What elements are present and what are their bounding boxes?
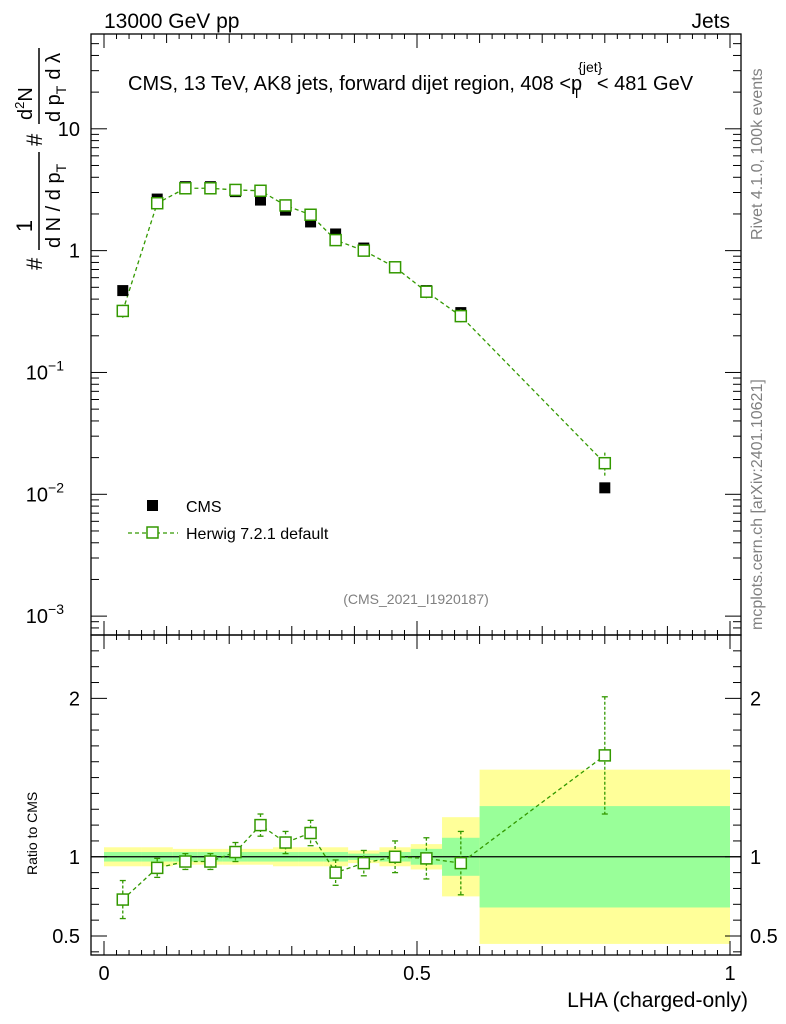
main-ytick-label-2: 10−1: [26, 357, 64, 384]
ratio-point-6: [279, 836, 292, 849]
ratio-point-4: [229, 845, 242, 859]
ylabel-den: d N / d p: [43, 172, 65, 248]
mc-point-6: [279, 199, 292, 212]
legend: CMS Herwig 7.2.1 default: [128, 499, 329, 543]
ylabel-num: d: [15, 109, 37, 120]
svg-text:d pTd λ: d pTd λ: [43, 53, 69, 122]
ratio-point-2: [179, 855, 192, 868]
x-axis-label: LHA (charged-only): [567, 989, 748, 1012]
legend-herwig-marker: [146, 526, 159, 539]
mc-point-10: [388, 261, 402, 274]
ylabel-one: 1: [12, 220, 37, 232]
svg-text:1: 1: [12, 220, 37, 232]
ratio-ytick-label-left-1: 1: [69, 847, 80, 869]
cms-point-7: [305, 216, 317, 228]
mc-point-7: [304, 208, 317, 222]
mc-point-3: [204, 182, 217, 195]
legend-cms-label: CMS: [186, 499, 222, 516]
cms-point-5: [255, 194, 266, 206]
ratio-point-0: [116, 893, 130, 906]
x-tick-label-2: 1: [724, 963, 735, 985]
ylabel-t: T: [53, 163, 69, 172]
axes: 0 0.5 1 10−3 10−2 10−1 1 10 0.5 0.5 1 1 2 2: [26, 33, 778, 985]
ratio-point-13: [598, 749, 612, 762]
ylabel-den2: d p: [43, 94, 65, 122]
ylabel-t2: T: [53, 85, 69, 94]
mc-point-5: [254, 184, 267, 198]
header-left: 13000 GeV pp: [104, 10, 239, 33]
main-ytick-label-1: 10−2: [26, 479, 64, 506]
rivet-label: Rivet 4.1.0, 100k events: [749, 68, 766, 240]
main-ytick-label-4: 10: [58, 119, 80, 141]
ratio-point-8: [329, 866, 342, 879]
mc-line: [122, 187, 606, 464]
legend-herwig-label: Herwig 7.2.1 default: [186, 526, 329, 543]
mc-point-0: [116, 304, 130, 318]
chart-title: CMS, 13 TeV, AK8 jets, forward dijet reg…: [128, 59, 694, 101]
cms-point-0: [117, 285, 129, 297]
ratio-point-5: [254, 818, 267, 832]
ratio-ytick-label-left-2: 2: [69, 688, 80, 710]
mc-point-11: [420, 285, 433, 298]
ylabel-hash2: #: [22, 133, 47, 146]
ratio-point-10: [388, 850, 402, 864]
mc-point-9: [357, 244, 371, 257]
ratio-ytick-label-left-0: 0.5: [52, 926, 80, 948]
svg-text:#: #: [22, 133, 47, 146]
x-tick-label-1: 0.5: [403, 963, 431, 985]
main-plot: [116, 181, 612, 494]
header-right: Jets: [691, 10, 730, 33]
ratio-plot: [91, 696, 741, 920]
mc-point-2: [179, 182, 192, 195]
main-ytick-label-3: 1: [69, 241, 80, 263]
mc-point-1: [150, 196, 164, 210]
cms-point-13: [599, 482, 611, 494]
ratio-point-11: [420, 852, 433, 865]
x-tick-label-0: 0: [98, 963, 109, 985]
title-main: CMS, 13 TeV, AK8 jets, forward dijet reg…: [128, 73, 582, 95]
ratio-ylabel: Ratio to CMS: [24, 792, 40, 875]
analysis-id: (CMS_2021_I1920187): [343, 591, 489, 607]
ratio-ytick-label-right-2: 2: [750, 688, 761, 710]
mcplots-label: mcplots.cern.ch [arXiv:2401.10621]: [749, 379, 766, 630]
mc-point-12: [454, 309, 468, 323]
ratio-ytick-label-right-1: 1: [750, 847, 761, 869]
ratio-point-7: [304, 826, 317, 840]
title-sub: T: [572, 85, 581, 101]
svg-text:d N / d pT: d N / d pT: [43, 163, 69, 248]
mc-point-13: [598, 456, 612, 470]
ylabel-N: N: [15, 87, 37, 101]
ratio-point-9: [357, 856, 371, 870]
svg-text:#: #: [22, 257, 47, 270]
mc-point-8: [329, 233, 342, 247]
ratio-frame: [90, 634, 742, 956]
legend-cms-marker: [147, 500, 158, 511]
ratio-ytick-label-right-0: 0.5: [750, 926, 778, 948]
ratio-point-3: [204, 855, 217, 868]
title-end: < 481 GeV: [597, 73, 694, 95]
main-ytick-label-0: 10−3: [26, 601, 64, 628]
ylabel-dl: d λ: [43, 53, 65, 80]
svg-text:d2N: d2N: [12, 87, 37, 120]
mc-point-4: [229, 183, 242, 197]
ratio-point-12: [454, 856, 468, 870]
title-sup: {jet}: [578, 59, 602, 75]
ylabel-hash1: #: [22, 257, 47, 270]
main-frame: [90, 33, 742, 636]
ylabel-two: 2: [12, 102, 27, 109]
ratio-point-1: [150, 861, 164, 875]
main-ylabel: # 1 d N / d pT # d2N d pTd λ: [12, 48, 69, 270]
